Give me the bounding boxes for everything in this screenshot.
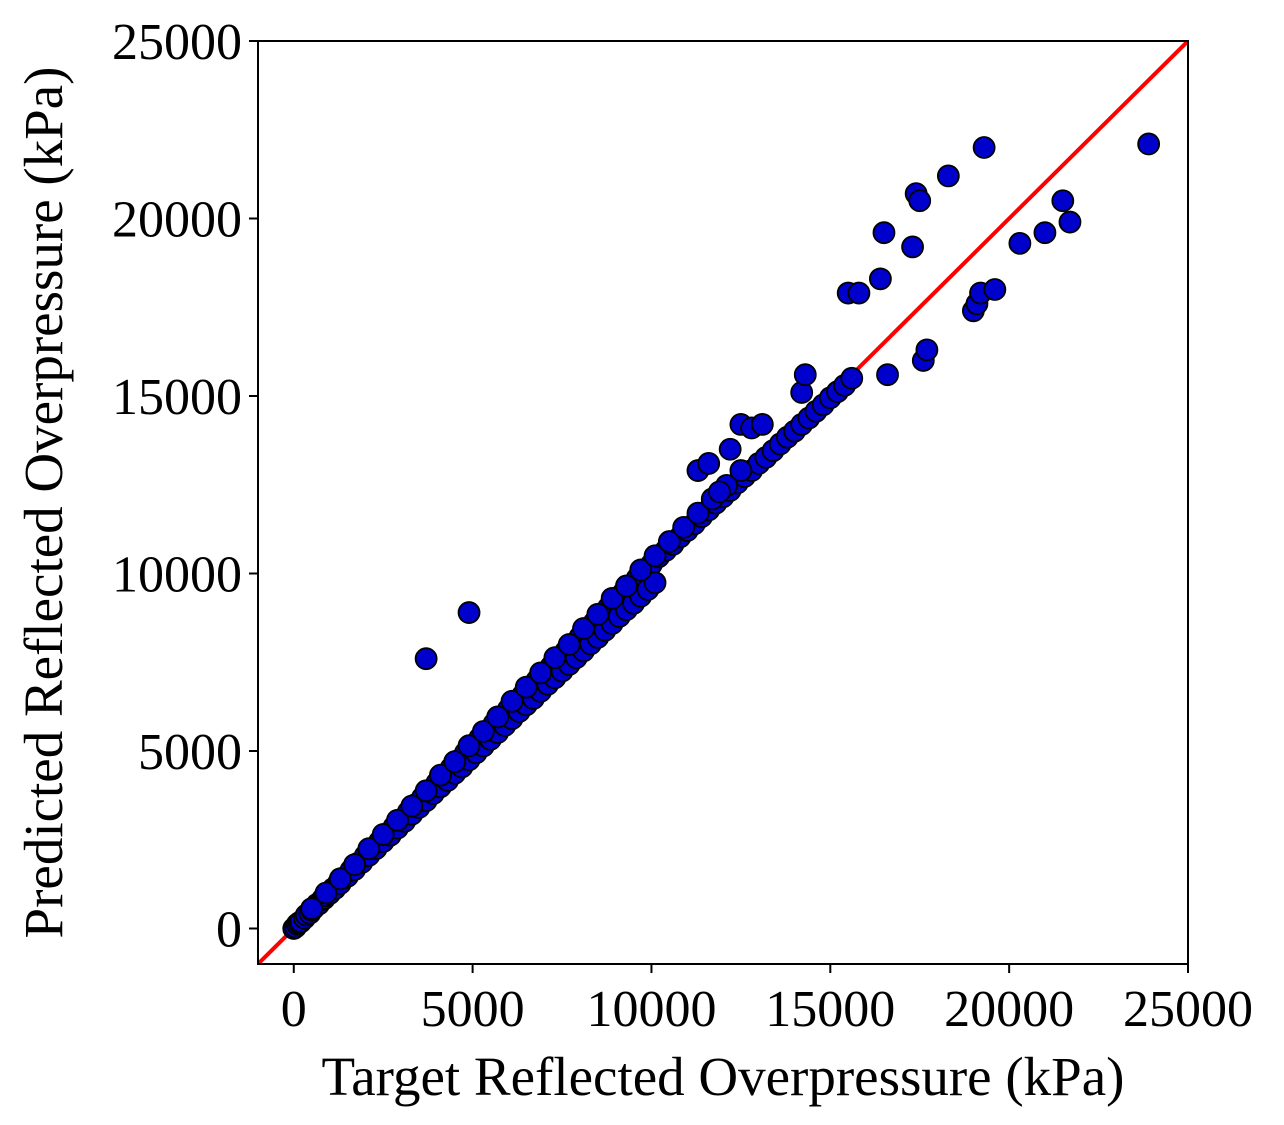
scatter-points: [282, 132, 1161, 940]
scatter-point: [972, 136, 996, 159]
scatter-point: [729, 459, 753, 482]
scatter-point: [572, 617, 595, 640]
plot-area: [258, 41, 1188, 964]
y-tick-label: 25000: [112, 14, 242, 71]
scatter-point: [371, 823, 395, 846]
scatter-point: [872, 221, 896, 245]
scatter-point: [400, 794, 424, 818]
scatter-point: [847, 281, 871, 305]
scatter-point: [429, 763, 452, 787]
scatter-point: [1008, 231, 1032, 255]
scatter-point: [300, 897, 324, 921]
x-tick-label: 0: [281, 981, 307, 1038]
scatter-point: [1137, 132, 1161, 156]
scatter-point: [471, 720, 495, 743]
x-tick-label: 5000: [421, 981, 525, 1038]
scatter-point: [697, 452, 721, 475]
scatter-point: [343, 853, 366, 876]
scatter-point: [529, 661, 552, 685]
scatter-point: [643, 571, 667, 595]
scatter-point: [600, 586, 624, 610]
scatter-point: [643, 544, 667, 568]
scatter-point: [686, 501, 710, 525]
x-tick-label: 15000: [765, 981, 895, 1038]
scatter-point: [1051, 189, 1075, 213]
scatter-point: [457, 734, 481, 758]
x-axis-label: Target Reflected Overpressure (kPa): [322, 1046, 1125, 1107]
y-tick-label: 0: [216, 902, 242, 959]
x-tick-label: 10000: [586, 981, 716, 1038]
scatter-point: [615, 574, 638, 598]
x-tick-label: 25000: [1123, 981, 1253, 1038]
scatter-point: [876, 363, 899, 387]
scatter-point: [840, 366, 864, 390]
scatter-point: [629, 558, 653, 582]
scatter-point: [457, 601, 481, 624]
axis-ticks: [249, 40, 1189, 973]
scatter-point: [708, 480, 731, 504]
y-tick-label: 5000: [138, 724, 242, 781]
scatter-point: [557, 633, 581, 656]
y-axis-label: Predicted Reflected Overpressure (kPa): [13, 67, 74, 939]
y-tick-label: 10000: [112, 547, 242, 604]
scatter-point: [328, 867, 352, 891]
axis-tick-labels: 0 5000 10000 15000 20000 25000 0 5000 10000 15000…: [112, 14, 1253, 1038]
scatter-point: [586, 602, 610, 626]
scatter-point: [908, 189, 932, 213]
scatter-point: [901, 235, 924, 259]
scatter-point: [486, 705, 510, 729]
scatter-point: [500, 689, 524, 713]
scatter-point: [793, 363, 817, 387]
scatter-point: [543, 646, 567, 670]
scatter-point: [443, 750, 467, 774]
scatter-point: [1058, 210, 1082, 234]
scatter-point: [386, 808, 409, 832]
scatter-point: [314, 881, 338, 905]
scatter-point: [514, 675, 538, 699]
y-tick-label: 20000: [112, 192, 242, 249]
scatter-point: [936, 164, 960, 188]
y-tick-label: 15000: [112, 369, 242, 426]
scatter-point: [718, 437, 742, 461]
scatter-point: [868, 267, 892, 291]
scatter-point: [983, 278, 1007, 301]
scatter-point: [1033, 221, 1057, 245]
x-tick-label: 20000: [944, 981, 1074, 1038]
scatter-point: [657, 530, 681, 553]
plot-frame: [257, 40, 1189, 965]
scatter-point: [357, 837, 381, 861]
scatter-point: [672, 515, 696, 539]
scatter-point: [414, 647, 438, 671]
scatter-point: [750, 412, 774, 436]
scatter-point: [414, 779, 438, 803]
scatter-point: [915, 338, 939, 362]
